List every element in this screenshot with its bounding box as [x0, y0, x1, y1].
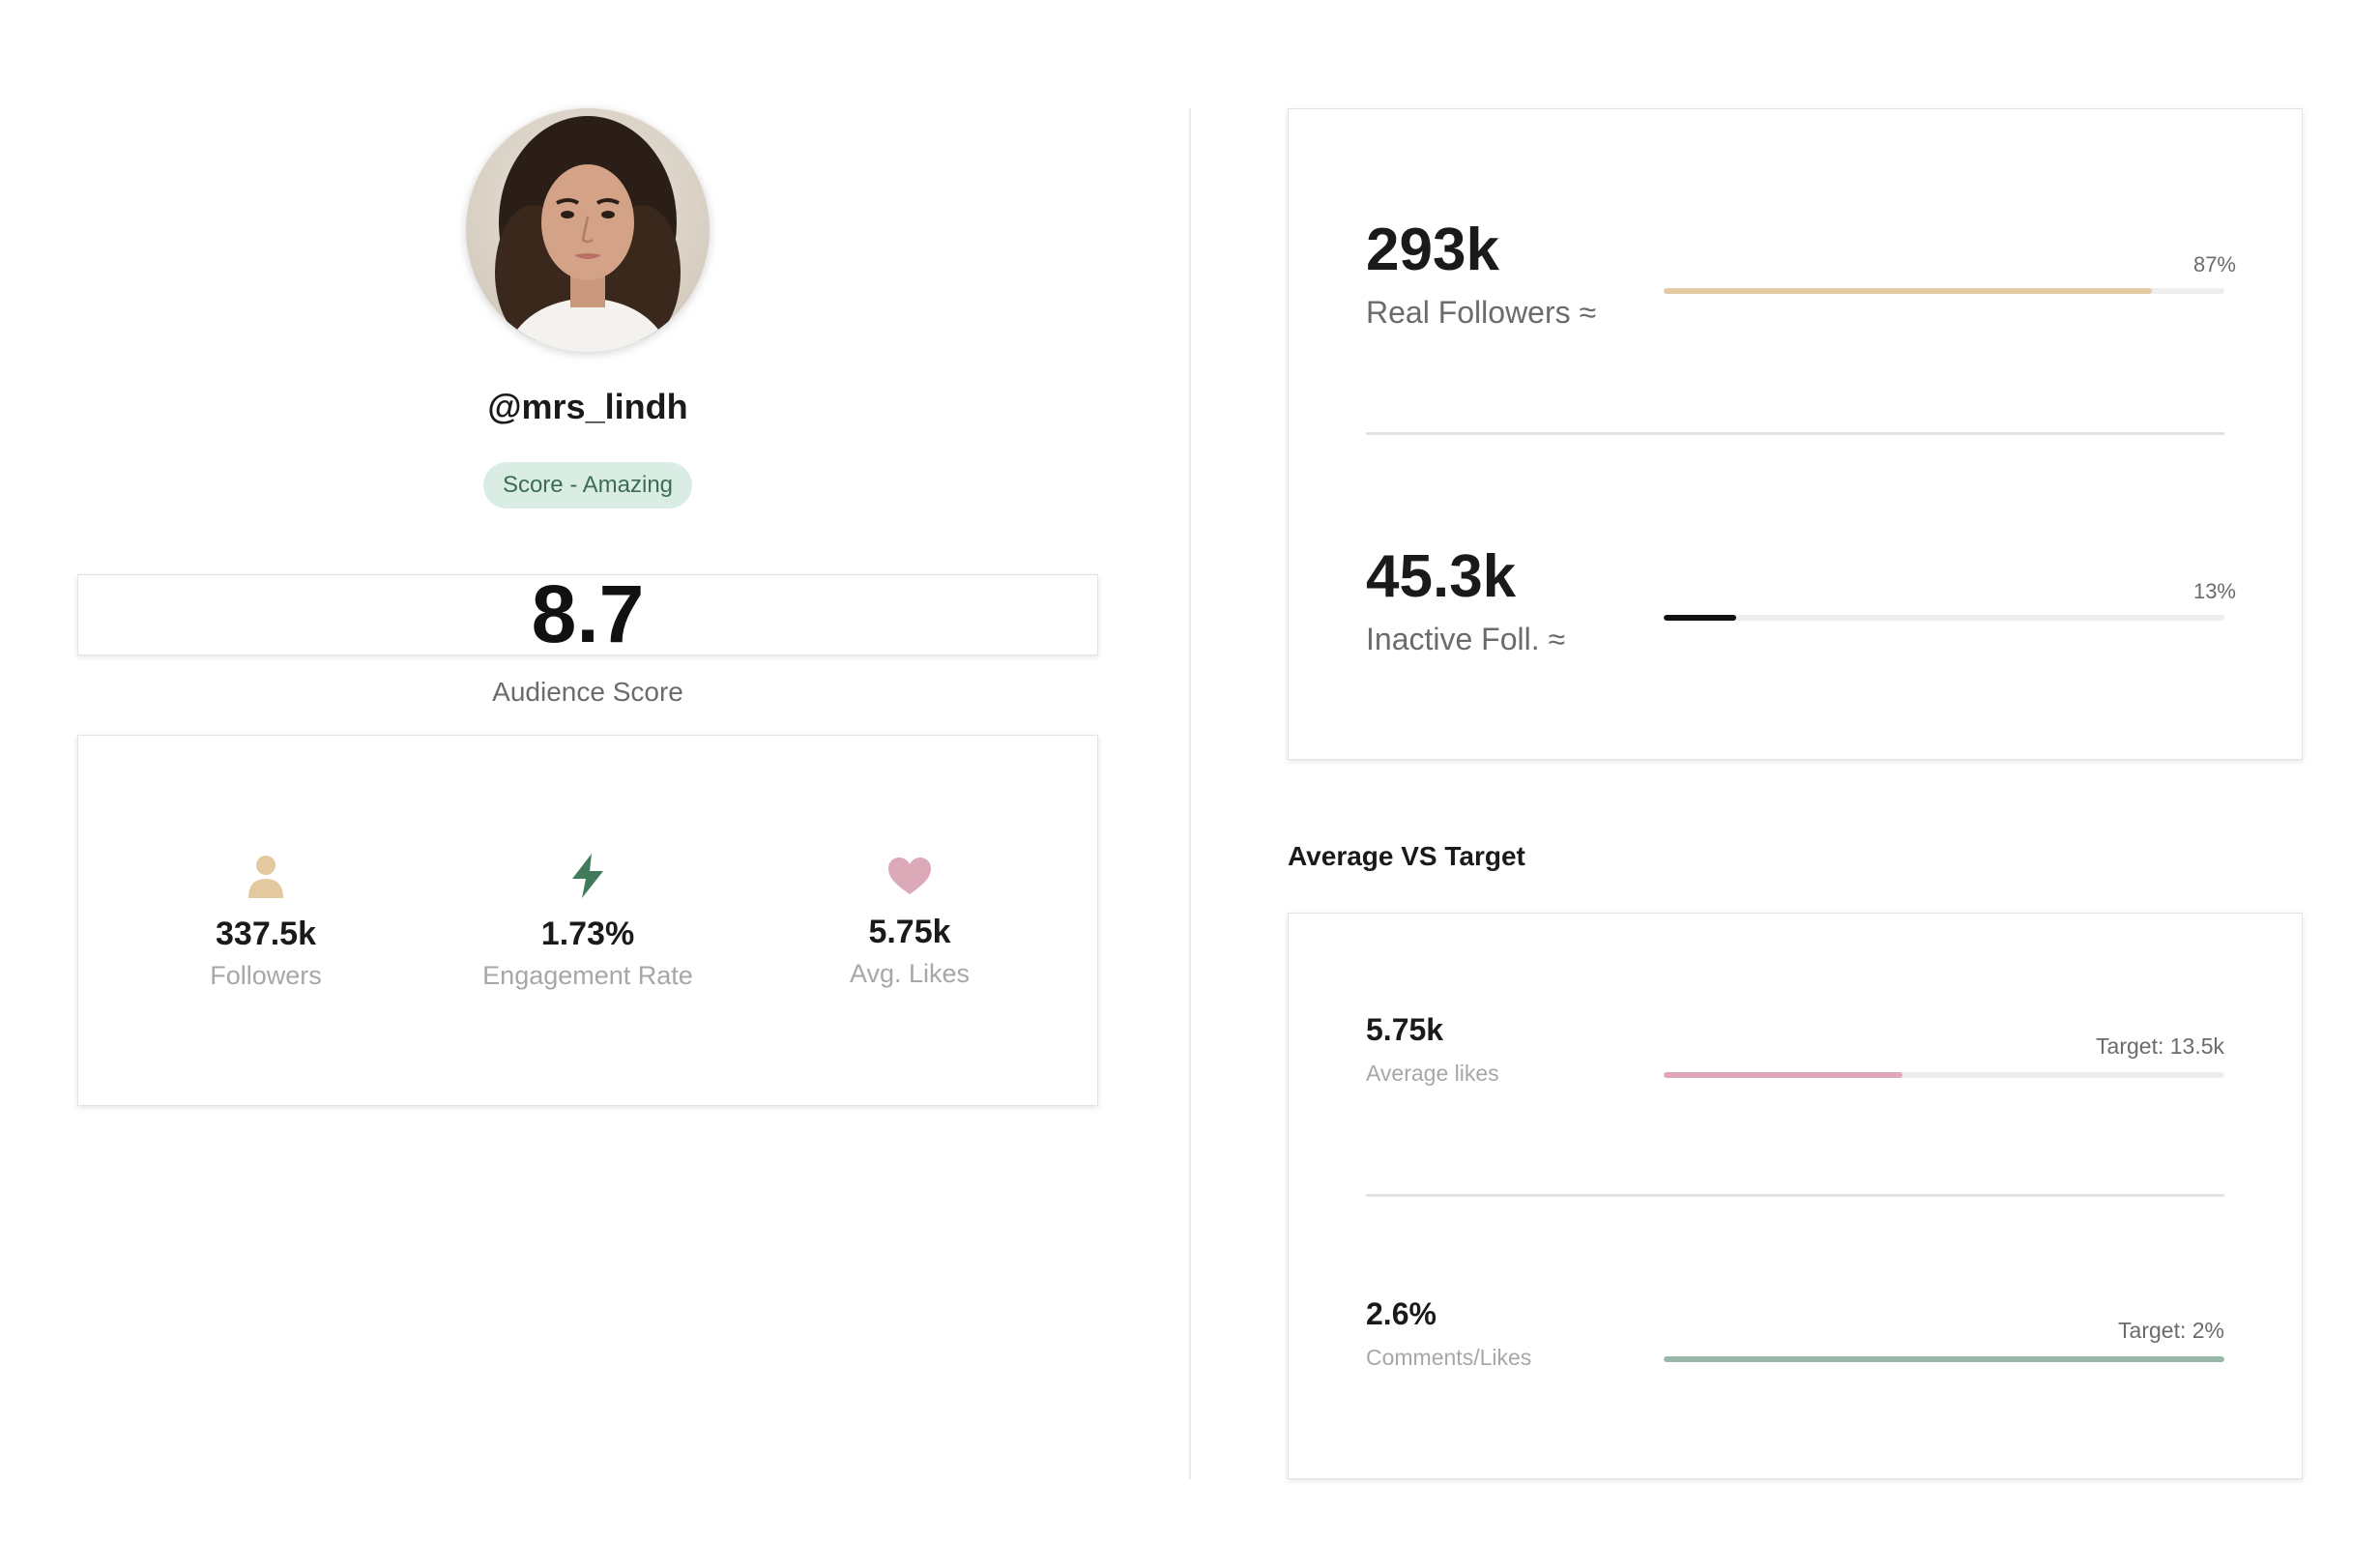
- inactive-followers-bar-fill: [1664, 615, 1737, 621]
- inactive-followers-value: 45.3k: [1366, 543, 1517, 610]
- stats-panel: 337.5k Followers 1.73% Engagement Rate 5…: [77, 735, 1098, 1106]
- stat-engagement-rate: 1.73% Engagement Rate: [433, 850, 742, 991]
- comments-likes-label: Comments/Likes: [1366, 1345, 1532, 1370]
- breakdown-separator: [1366, 432, 2224, 435]
- followers-label: Followers: [210, 961, 322, 990]
- real-followers-label: Real Followers ≈: [1366, 295, 1597, 330]
- inactive-followers-bar: [1664, 615, 2224, 621]
- inactive-followers-percent: 13%: [2192, 579, 2236, 603]
- average-likes-bar: [1664, 1072, 2224, 1078]
- real-followers-percent: 87%: [2192, 252, 2236, 276]
- average-likes-bar-fill: [1664, 1072, 1903, 1078]
- score-badge: Score - Amazing: [483, 462, 692, 509]
- followers-value: 337.5k: [216, 916, 316, 952]
- comments-likes-bar-fill: [1664, 1356, 2224, 1362]
- audience-score-box: 8.7: [77, 574, 1098, 655]
- profile-handle: @mrs_lindh: [487, 387, 688, 426]
- average-vs-target-title: Average VS Target: [1288, 841, 1525, 871]
- engagement-rate-label: Engagement Rate: [482, 961, 693, 990]
- target-separator: [1366, 1194, 2224, 1197]
- audience-score-label: Audience Score: [492, 677, 683, 707]
- avatar[interactable]: [466, 108, 710, 352]
- real-followers-bar: [1664, 288, 2224, 294]
- real-followers-bar-fill: [1664, 288, 2152, 294]
- average-likes-label: Average likes: [1366, 1061, 1499, 1086]
- average-vs-target-card: 5.75k Average likes Target: 13.5k 2.6% C…: [1288, 913, 2303, 1479]
- audience-score-value: 8.7: [531, 574, 645, 655]
- column-divider: [1189, 108, 1191, 1479]
- profile-photo-icon: [466, 108, 710, 352]
- heart-icon: [888, 858, 931, 894]
- stat-followers: 337.5k Followers: [111, 850, 421, 991]
- inactive-followers-label: Inactive Foll. ≈: [1366, 622, 1566, 656]
- average-likes-target: Target: 13.5k: [2096, 1033, 2224, 1059]
- person-icon: [248, 856, 283, 898]
- stat-avg-likes: 5.75k Avg. Likes: [755, 848, 1064, 989]
- comments-likes-target: Target: 2%: [2118, 1318, 2224, 1343]
- avg-likes-label: Avg. Likes: [849, 959, 971, 988]
- real-followers-value: 293k: [1366, 217, 1499, 283]
- comments-likes-bar: [1664, 1356, 2224, 1362]
- followers-breakdown-card: 293k Real Followers ≈ 87% 45.3k Inactive…: [1288, 108, 2303, 760]
- avg-likes-value: 5.75k: [868, 914, 951, 950]
- bolt-icon: [572, 854, 603, 898]
- comments-likes-value: 2.6%: [1366, 1296, 1437, 1331]
- average-likes-value: 5.75k: [1366, 1012, 1444, 1047]
- engagement-rate-value: 1.73%: [540, 916, 635, 952]
